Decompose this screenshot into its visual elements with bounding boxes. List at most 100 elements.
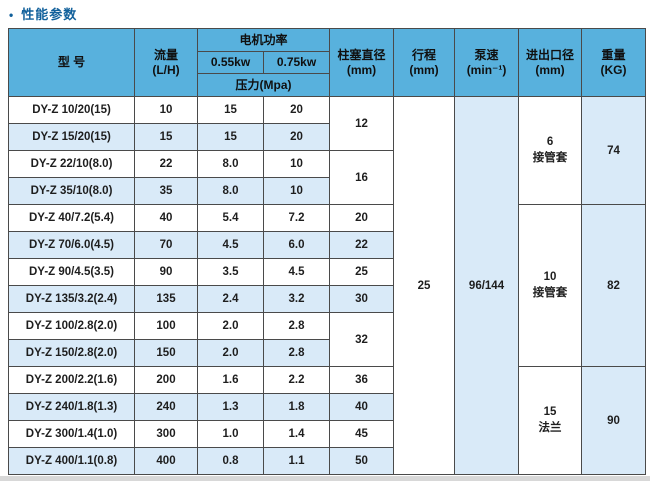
cell-pressure-055: 5.4: [197, 204, 264, 232]
col-header-motor-power: 电机功率: [196, 28, 331, 52]
table-row: DY-Z 200/2.2(1.6) 200 1.6 2.2 36 15 法兰 9…: [8, 366, 647, 475]
cell-weight: 90: [581, 366, 647, 475]
cell-pump-speed: 96/144: [454, 96, 520, 475]
cell-pressure-075: 1.4: [262, 420, 331, 448]
col-header-055kw: 0.55kw: [197, 51, 264, 74]
cell-pressure-055: 1.3: [197, 393, 264, 421]
cell-model: DY-Z 150/2.8(2.0): [8, 339, 135, 367]
port-size-type: 法兰: [538, 421, 562, 434]
cell-plunger-diameter: 30: [329, 285, 395, 313]
cell-pressure-055: 3.5: [197, 258, 264, 286]
cell-port-size: 15 法兰: [518, 366, 583, 475]
cell-pressure-075: 4.5: [262, 258, 331, 286]
col-header-speed-line2: (min⁻¹): [466, 62, 507, 77]
cell-pressure-075: 10: [262, 177, 331, 205]
cell-pressure-075: 1.8: [262, 393, 331, 421]
cell-pressure-055: 2.4: [197, 285, 264, 313]
table-row: DY-Z 100/2.8(2.0) 100 2.0 2.8 32: [8, 312, 646, 367]
cell-pressure-055: 0.8: [197, 447, 264, 475]
cell-plunger-diameter: 45: [329, 420, 395, 448]
table-row: DY-Z 22/10(8.0) 22 8.0 10 16: [8, 150, 646, 205]
cell-pressure-075: 1.1: [262, 447, 331, 475]
table-row: DY-Z 400/1.1(0.8) 400 0.8 1.1 50: [8, 447, 646, 475]
col-header-port-line1: 进出口径: [526, 47, 575, 62]
cell-model: DY-Z 10/20(15): [8, 96, 135, 124]
cell-pressure-055: 8.0: [197, 150, 264, 178]
col-header-weight-line2: (KG): [600, 62, 627, 77]
cell-model: DY-Z 15/20(15): [8, 123, 135, 151]
col-header-stroke: 行程 (mm): [393, 28, 456, 97]
cell-plunger-diameter: 25: [329, 258, 395, 286]
cell-pressure-055: 1.6: [197, 366, 264, 394]
cell-plunger-diameter: 20: [329, 204, 395, 232]
cell-pressure-075: 2.2: [262, 366, 331, 394]
cell-port-size: 10 接管套: [518, 204, 583, 367]
table-row: DY-Z 240/1.8(1.3) 240 1.3 1.8 40: [8, 393, 646, 421]
cell-port-size: 6 接管套: [518, 96, 583, 205]
table-row: DY-Z 10/20(15) 10 15 20 12 25 96/144 6 接…: [8, 96, 647, 475]
table-row: DY-Z 70/6.0(4.5) 70 4.5 6.0 22: [8, 231, 646, 259]
table-row: DY-Z 90/4.5(3.5) 90 3.5 4.5 25: [8, 258, 646, 286]
cell-flow: 240: [134, 393, 198, 421]
cell-pressure-055: 8.0: [197, 177, 264, 205]
cell-weight: 74: [581, 96, 647, 205]
cell-model: DY-Z 135/3.2(2.4): [8, 285, 135, 313]
col-header-speed-line1: 泵速: [474, 47, 499, 62]
cell-pressure-055: 15: [197, 96, 264, 124]
cell-flow: 400: [134, 447, 198, 475]
cell-plunger-diameter: 32: [329, 312, 395, 367]
port-size-value: 6: [546, 135, 554, 148]
page-title-text: 性能参数: [21, 7, 78, 22]
cell-model: DY-Z 40/7.2(5.4): [8, 204, 135, 232]
table-row: DY-Z 150/2.8(2.0) 150 2.0 2.8: [8, 339, 646, 367]
cell-model: DY-Z 200/2.2(1.6): [8, 366, 135, 394]
cell-pressure-075: 2.8: [262, 339, 331, 367]
cell-pressure-055: 2.0: [197, 339, 264, 367]
cell-pressure-075: 7.2: [262, 204, 331, 232]
table-row: DY-Z 40/7.2(5.4) 40 5.4 7.2 20 10 接管套 82: [8, 204, 647, 367]
cell-flow: 200: [134, 366, 198, 394]
cell-flow: 135: [134, 285, 198, 313]
cell-model: DY-Z 100/2.8(2.0): [8, 312, 135, 340]
col-header-weight: 重量 (KG): [581, 28, 647, 97]
cell-model: DY-Z 70/6.0(4.5): [8, 231, 135, 259]
cell-pressure-075: 6.0: [262, 231, 331, 259]
port-size-value: 10: [543, 270, 557, 283]
performance-parameters-table: 型 号 流量 (L/H) 电机功率 柱塞直径 (mm) 行程 (mm) 泵速 (…: [8, 28, 647, 475]
cell-flow: 10: [134, 96, 198, 124]
cell-plunger-diameter: 22: [329, 231, 395, 259]
cell-weight: 82: [581, 204, 647, 367]
col-header-stroke-line1: 行程: [412, 47, 437, 62]
cell-pressure-055: 1.0: [197, 420, 264, 448]
col-header-pressure: 压力(Mpa): [196, 73, 331, 97]
cell-flow: 40: [134, 204, 198, 232]
cell-plunger-diameter: 40: [329, 393, 395, 421]
cell-model: DY-Z 300/1.4(1.0): [8, 420, 135, 448]
cell-pressure-055: 15: [197, 123, 264, 151]
table-row: DY-Z 15/20(15) 15 15 20: [8, 123, 646, 151]
col-header-plunger-diameter: 柱塞直径 (mm): [329, 28, 395, 97]
cell-pressure-075: 10: [262, 150, 331, 178]
cell-pressure-075: 2.8: [262, 312, 331, 340]
cell-pressure-055: 4.5: [197, 231, 264, 259]
col-header-model: 型 号: [8, 28, 135, 97]
col-header-stroke-line2: (mm): [409, 62, 439, 77]
cell-plunger-diameter: 16: [329, 150, 395, 205]
col-header-weight-line1: 重量: [601, 47, 626, 62]
port-size-type: 接管套: [532, 286, 568, 299]
col-header-075kw: 0.75kw: [262, 51, 331, 74]
col-header-flow: 流量 (L/H): [134, 28, 198, 97]
bullet-icon: •: [9, 8, 15, 22]
port-size-value: 15: [543, 405, 557, 418]
col-header-port-line2: (mm): [535, 62, 565, 77]
table-row: DY-Z 135/3.2(2.4) 135 2.4 3.2 30: [8, 285, 646, 313]
col-header-plunger-line2: (mm): [346, 62, 377, 77]
cell-model: DY-Z 240/1.8(1.3): [8, 393, 135, 421]
cell-flow: 150: [134, 339, 198, 367]
col-header-flow-line2: (L/H): [152, 62, 180, 77]
cell-model: DY-Z 90/4.5(3.5): [8, 258, 135, 286]
cell-flow: 35: [134, 177, 198, 205]
cell-pressure-075: 20: [262, 123, 331, 151]
cell-flow: 22: [134, 150, 198, 178]
cell-flow: 90: [134, 258, 198, 286]
